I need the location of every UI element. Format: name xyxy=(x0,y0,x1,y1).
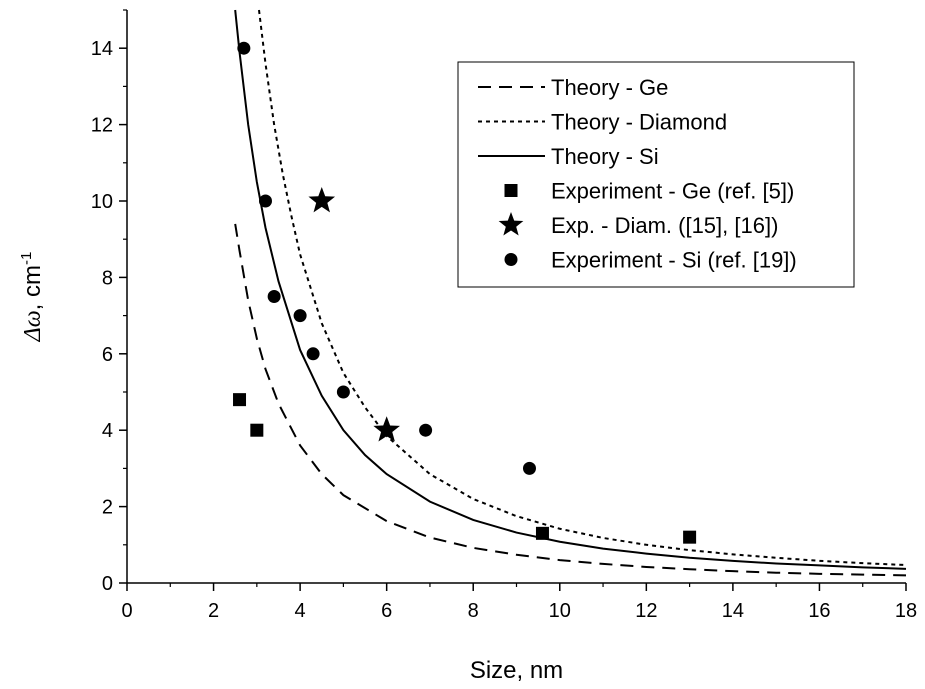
legend-swatch-star xyxy=(498,212,524,236)
series-3 xyxy=(233,393,697,544)
legend-label: Experiment - Si (ref. [19]) xyxy=(551,248,797,273)
legend-label: Theory - Diamond xyxy=(551,110,727,135)
x-axis: 0 2 4 6 8 10 12 14 16 18 xyxy=(121,583,917,622)
x-tick-label: 12 xyxy=(635,600,657,622)
series-line xyxy=(234,223,907,577)
y-tick-label: 14 xyxy=(91,38,113,60)
legend-box xyxy=(457,61,855,288)
y-tick-label: 10 xyxy=(91,191,113,213)
legend-label: Experiment - Ge (ref. [5]) xyxy=(551,179,794,204)
legend-item: Theory - Si xyxy=(478,144,659,169)
data-point-circle xyxy=(237,41,251,55)
data-point-square xyxy=(535,526,549,540)
series-0 xyxy=(234,223,907,577)
data-point-circle xyxy=(522,461,536,475)
legend-label: Theory - Ge xyxy=(551,75,668,100)
x-tick-label: 10 xyxy=(549,600,571,622)
x-tick-label: 4 xyxy=(295,600,306,622)
x-tick-label: 8 xyxy=(468,600,479,622)
data-point-circle xyxy=(336,385,350,399)
y-axis-title: Δω, cm-1 xyxy=(18,252,46,343)
y-tick-label: 8 xyxy=(102,267,113,289)
x-tick-label: 0 xyxy=(121,600,132,622)
legend: Theory - Ge Theory - Diamond Theory - Si Ex… xyxy=(457,61,855,288)
legend-label: Theory - Si xyxy=(551,144,659,169)
series-line xyxy=(234,9,907,570)
data-point-star xyxy=(373,416,400,442)
data-point-circle xyxy=(293,309,307,323)
series-layer xyxy=(233,9,907,577)
y-tick-label: 2 xyxy=(102,497,113,519)
y-tick-label: 6 xyxy=(102,344,113,366)
y-tick-label: 12 xyxy=(91,115,113,137)
x-tick-label: 18 xyxy=(895,600,917,622)
data-point-square xyxy=(233,393,247,407)
x-axis-title: Size, nm xyxy=(470,657,563,684)
data-point-circle xyxy=(306,347,320,361)
legend-item: Theory - Diamond xyxy=(478,110,727,135)
legend-label: Exp. - Diam. ([15], [16]) xyxy=(551,213,778,238)
x-tick-label: 16 xyxy=(808,600,830,622)
y-tick-label: 4 xyxy=(102,420,113,442)
data-point-square xyxy=(250,423,264,437)
series-4 xyxy=(308,187,400,442)
data-point-circle xyxy=(258,194,272,208)
series-5 xyxy=(237,41,536,475)
y-axis: 0 2 4 6 8 10 12 14 xyxy=(91,9,127,595)
x-tick-label: 2 xyxy=(208,600,219,622)
series-line xyxy=(258,9,907,567)
legend-item: Experiment - Ge (ref. [5]) xyxy=(504,179,794,204)
x-tick-label: 6 xyxy=(381,600,392,622)
data-point-star xyxy=(308,187,336,213)
data-point-square xyxy=(683,530,697,544)
y-tick-label: 0 xyxy=(102,573,113,595)
x-tick-label: 14 xyxy=(722,600,744,622)
series-2 xyxy=(234,9,907,570)
legend-swatch-circle xyxy=(504,253,518,266)
legend-item: Theory - Ge xyxy=(478,75,668,100)
data-point-circle xyxy=(267,290,281,303)
legend-swatch-square xyxy=(504,184,518,197)
legend-item: Experiment - Si (ref. [19]) xyxy=(504,248,797,273)
series-1 xyxy=(258,9,907,567)
legend-item: Exp. - Diam. ([15], [16]) xyxy=(498,212,778,238)
data-point-circle xyxy=(419,423,433,437)
